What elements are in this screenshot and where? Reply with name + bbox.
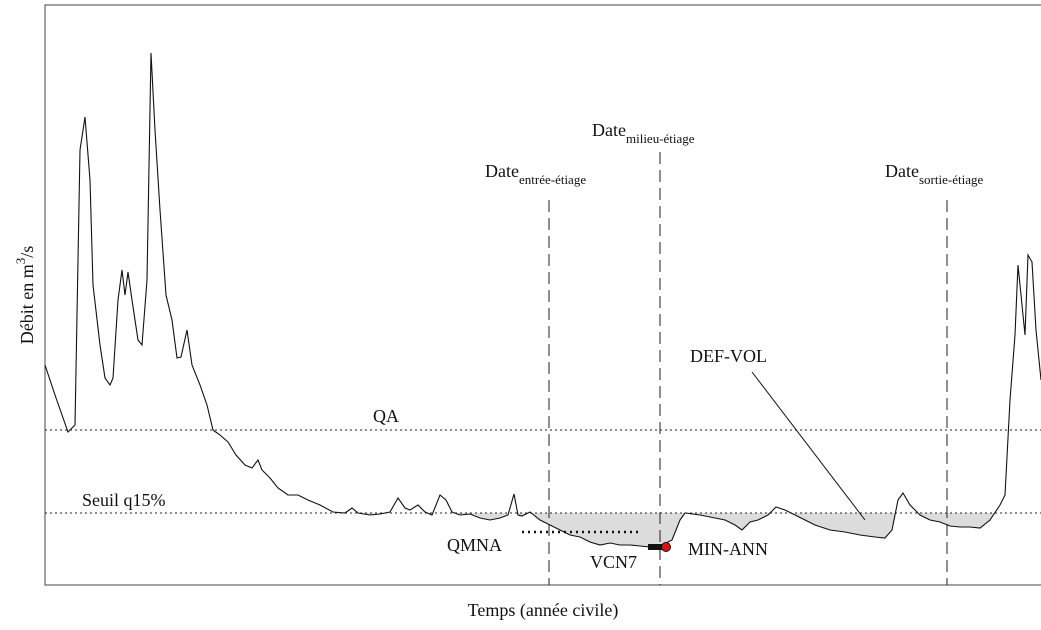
qmna-label: QMNA [447,535,502,555]
date-label: Datesortie-étiage [885,161,983,187]
date-label: Datemilieu-étiage [592,120,695,146]
seuil-label: Seuil q15% [82,490,166,510]
def-vol-label: DEF-VOL [690,346,767,366]
def-vol-leader [751,371,866,521]
date-label: Dateentrée-étiage [485,161,586,187]
min-ann-point [661,542,671,552]
min-ann-label: MIN-ANN [688,539,768,559]
x-axis-label: Temps (année civile) [468,600,619,621]
qa-label: QA [373,406,399,426]
y-axis-label: Débit en m3/s [13,246,37,345]
hydrograph-curve [44,52,1041,548]
vcn7-label: VCN7 [590,552,637,572]
plot-frame [44,4,1041,586]
vcn7-bar [648,544,663,550]
deficit-area [45,513,1041,547]
